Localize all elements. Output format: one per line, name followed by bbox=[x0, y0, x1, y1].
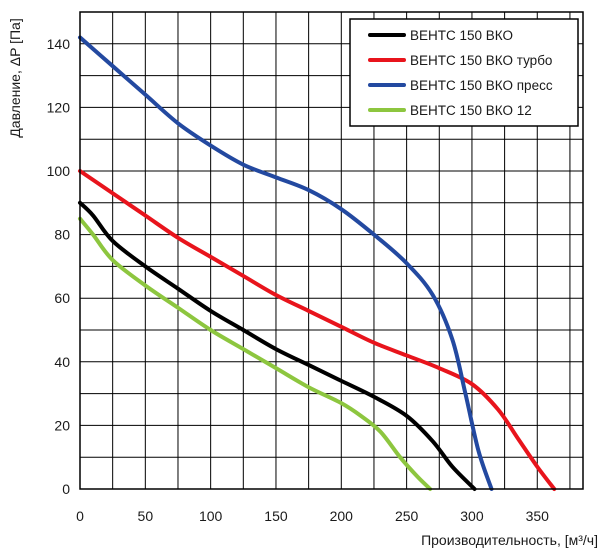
x-tick-label: 300 bbox=[460, 508, 484, 524]
y-tick-label: 140 bbox=[47, 36, 71, 52]
y-tick-label: 0 bbox=[62, 481, 70, 497]
series-line-3 bbox=[78, 35, 494, 491]
series-line-1 bbox=[78, 200, 477, 491]
y-tick-label: 40 bbox=[54, 354, 70, 370]
x-tick-label: 0 bbox=[76, 508, 84, 524]
legend-label: ВЕНТС 150 ВКО bbox=[410, 28, 513, 43]
y-tick-label: 60 bbox=[54, 290, 70, 306]
legend-label: ВЕНТС 150 ВКО 12 bbox=[410, 103, 532, 118]
plot-area-border bbox=[79, 11, 584, 490]
y-tick-label: 80 bbox=[54, 227, 70, 243]
x-tick-label: 250 bbox=[395, 508, 419, 524]
series-lines bbox=[78, 35, 557, 491]
series-line-4 bbox=[78, 216, 433, 491]
x-tick-label: 150 bbox=[264, 508, 288, 524]
x-axis-label: Производительность, [м³/ч] bbox=[421, 532, 598, 548]
y-tick-label: 100 bbox=[47, 163, 71, 179]
y-tick-label: 20 bbox=[54, 417, 70, 433]
legend: ВЕНТС 150 ВКО ВЕНТС 150 ВКО турбо ВЕНТС 15… bbox=[349, 18, 579, 127]
x-tick-label: 350 bbox=[526, 508, 550, 524]
legend-label: ВЕНТС 150 ВКО турбо bbox=[410, 53, 552, 68]
series-line-2 bbox=[78, 169, 557, 491]
y-tick-label: 120 bbox=[47, 99, 71, 115]
y-axis-ticks: 0 20 40 60 80 100 120 140 bbox=[47, 36, 71, 497]
x-tick-label: 100 bbox=[199, 508, 223, 524]
x-axis-ticks: 0 50 100 150 200 250 300 350 bbox=[76, 508, 549, 524]
y-axis-label: Давление, ΔP [Па] bbox=[7, 18, 23, 137]
x-tick-label: 50 bbox=[138, 508, 154, 524]
x-tick-label: 200 bbox=[330, 508, 354, 524]
legend-label: ВЕНТС 150 ВКО пресс bbox=[410, 78, 553, 93]
